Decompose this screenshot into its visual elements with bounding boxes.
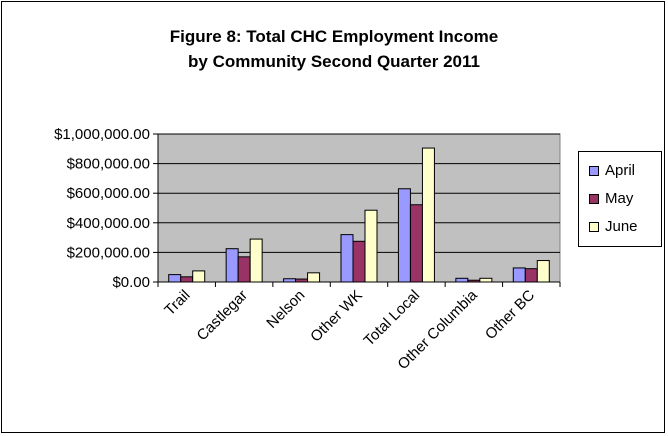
bar-april-4 xyxy=(397,188,411,283)
bar-may-6 xyxy=(524,268,538,283)
legend-swatch-april xyxy=(589,166,599,176)
y-tick-label: $600,000.00 xyxy=(67,185,150,202)
x-tick-label: Total Local xyxy=(361,287,424,350)
x-tick-label: Other WK xyxy=(307,287,366,346)
legend-item-april: April xyxy=(579,162,661,182)
bar-april-0 xyxy=(168,274,182,283)
chart-title-line-1: Figure 8: Total CHC Employment Income xyxy=(169,27,499,46)
bar-may-0 xyxy=(180,276,194,283)
y-tick-label: $1,000,000.00 xyxy=(54,126,150,143)
axes xyxy=(153,133,561,287)
bar-june-4 xyxy=(421,147,435,283)
x-tick-label: Castlegar xyxy=(194,287,251,344)
x-tick-label: Nelson xyxy=(263,287,308,332)
x-tick-label: Trail xyxy=(161,287,193,319)
bar-june-1 xyxy=(249,238,263,283)
legend-label-june: June xyxy=(605,218,638,235)
legend-swatch-june xyxy=(589,222,599,232)
y-tick-label: $0.00 xyxy=(112,274,150,291)
bar-june-6 xyxy=(536,260,550,283)
legend-swatch-may xyxy=(589,194,599,204)
y-tick-label: $200,000.00 xyxy=(67,244,150,261)
legend-item-may: May xyxy=(579,190,661,210)
legend: April May June xyxy=(578,151,662,247)
legend-label-may: May xyxy=(605,190,634,207)
bar-april-1 xyxy=(225,248,239,283)
bar-may-1 xyxy=(237,256,251,283)
y-tick-label: $400,000.00 xyxy=(67,215,150,232)
bar-april-6 xyxy=(512,267,526,283)
bar-april-5 xyxy=(455,277,469,283)
bar-april-3 xyxy=(340,234,354,283)
bar-june-3 xyxy=(364,209,378,283)
bar-june-2 xyxy=(307,272,321,283)
bar-may-4 xyxy=(409,204,423,283)
bar-june-0 xyxy=(192,270,206,283)
bar-june-5 xyxy=(479,277,493,283)
chart-title-line-2: by Community Second Quarter 2011 xyxy=(188,52,480,71)
x-tick-label: Other BC xyxy=(482,287,538,343)
bar-may-3 xyxy=(352,240,366,283)
y-tick-label: $800,000.00 xyxy=(67,156,150,173)
legend-item-june: June xyxy=(579,218,661,238)
legend-label-april: April xyxy=(605,162,636,179)
